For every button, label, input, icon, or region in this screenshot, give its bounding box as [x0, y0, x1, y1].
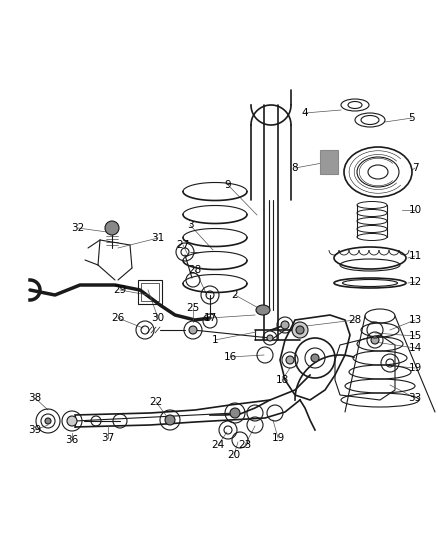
- Text: 12: 12: [407, 277, 420, 287]
- Text: 27: 27: [176, 240, 189, 250]
- Circle shape: [370, 336, 378, 344]
- Text: 23: 23: [238, 440, 251, 450]
- Circle shape: [310, 354, 318, 362]
- Circle shape: [230, 408, 240, 418]
- Circle shape: [165, 415, 175, 425]
- Ellipse shape: [255, 305, 269, 315]
- Text: 29: 29: [113, 285, 126, 295]
- Text: 28: 28: [348, 315, 361, 325]
- Text: 38: 38: [28, 393, 42, 403]
- Text: 16: 16: [223, 352, 236, 362]
- Circle shape: [105, 221, 119, 235]
- Circle shape: [67, 416, 77, 426]
- Circle shape: [266, 335, 272, 341]
- Text: 9: 9: [224, 180, 231, 190]
- Circle shape: [295, 326, 303, 334]
- Text: 3: 3: [186, 220, 193, 230]
- Text: 37: 37: [101, 433, 114, 443]
- Text: 39: 39: [28, 425, 42, 435]
- Text: 25: 25: [186, 303, 199, 313]
- Text: 26: 26: [111, 313, 124, 323]
- Text: 18: 18: [275, 375, 288, 385]
- Text: 11: 11: [407, 251, 420, 261]
- Text: 7: 7: [411, 163, 417, 173]
- Text: 31: 31: [151, 233, 164, 243]
- Text: 32: 32: [71, 223, 85, 233]
- Text: 15: 15: [407, 331, 420, 341]
- Text: 36: 36: [65, 435, 78, 445]
- Text: 4: 4: [301, 108, 307, 118]
- Text: 30: 30: [151, 313, 164, 323]
- Circle shape: [285, 356, 293, 364]
- Circle shape: [45, 418, 51, 424]
- Text: 19: 19: [271, 433, 284, 443]
- Circle shape: [189, 326, 197, 334]
- Text: 19: 19: [407, 363, 420, 373]
- Text: 8: 8: [291, 163, 298, 173]
- Circle shape: [291, 322, 307, 338]
- Text: 22: 22: [149, 397, 162, 407]
- Text: 10: 10: [407, 205, 420, 215]
- Text: 17: 17: [203, 313, 216, 323]
- Text: 13: 13: [407, 315, 420, 325]
- Bar: [319, 150, 337, 174]
- Text: 14: 14: [407, 343, 420, 353]
- Text: 2: 2: [231, 290, 238, 300]
- Text: 33: 33: [407, 393, 420, 403]
- Text: 28: 28: [188, 265, 201, 275]
- Text: 5: 5: [408, 113, 414, 123]
- Text: 20: 20: [227, 450, 240, 460]
- Text: 1: 1: [211, 335, 218, 345]
- Bar: [141, 283, 159, 301]
- Bar: [138, 280, 162, 304]
- Circle shape: [280, 321, 288, 329]
- Text: 24: 24: [211, 440, 224, 450]
